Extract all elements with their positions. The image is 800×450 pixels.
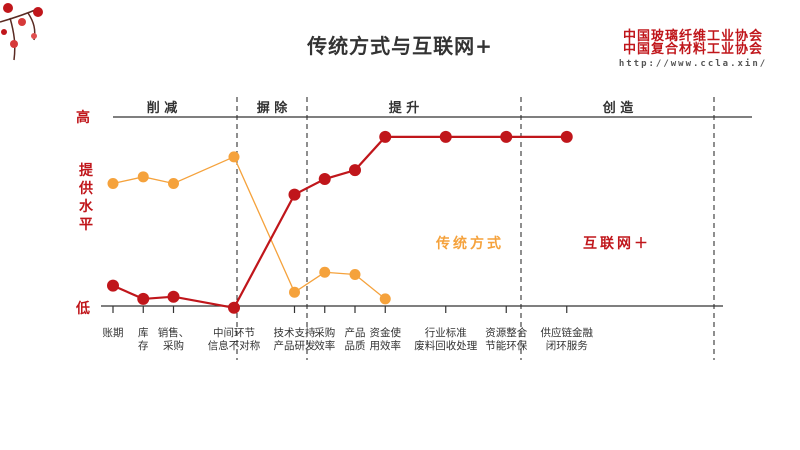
data-point	[349, 269, 361, 280]
data-point	[379, 130, 392, 143]
organization-logo: 中国玻璃纤维工业协会 中国复合材料工业协会 http://www.ccla.xi…	[598, 30, 788, 69]
phase-label: 创 造	[602, 100, 635, 116]
phase-label: 摒 除	[257, 100, 289, 116]
data-point	[289, 286, 300, 298]
y-axis-label-char: 平	[79, 217, 93, 233]
y-high-label: 高	[76, 109, 90, 126]
category-label-line: 资源整合	[485, 326, 527, 339]
data-point	[168, 177, 179, 189]
category-label: 资金使用效率	[370, 326, 402, 352]
data-point	[349, 164, 361, 177]
data-point	[288, 188, 301, 201]
category-label: 资源整合节能环保	[485, 326, 527, 352]
category-label: 库存	[138, 326, 149, 352]
y-axis-label-char: 提	[79, 163, 94, 179]
y-axis-label: 提供水平	[78, 163, 94, 233]
data-point	[379, 293, 391, 305]
category-label-line: 产品	[345, 326, 366, 339]
data-point	[167, 290, 180, 303]
category-label: 行业标准废料回收处理	[414, 326, 477, 352]
category-label-line: 废料回收处理	[414, 339, 477, 352]
y-axis-label-char: 水	[79, 198, 94, 215]
organization-name-2: 中国复合材料工业协会	[622, 42, 763, 57]
series-label-traditional: 传统方式	[435, 235, 504, 252]
category-label-line: 技术支持	[274, 326, 316, 339]
category-label-line: 存	[138, 339, 149, 352]
category-label: 中间环节信息不对称	[208, 326, 261, 352]
category-label: 产品品质	[345, 326, 366, 352]
category-label-line: 效率	[314, 339, 335, 352]
category-label-line: 供应链金融	[541, 326, 594, 339]
y-low-label: 低	[75, 300, 90, 317]
category-label: 技术支持产品研发	[274, 326, 316, 352]
category-label-line: 资金使	[370, 326, 402, 339]
category-label-line: 中间环节	[213, 326, 255, 339]
category-label-line: 节能环保	[485, 339, 527, 352]
page-title: 传统方式与互联网+	[307, 34, 493, 58]
category-label-line: 账期	[103, 327, 124, 339]
category-label-line: 产品研发	[274, 339, 316, 352]
data-point	[107, 177, 119, 189]
data-point	[228, 301, 240, 314]
data-point	[500, 130, 513, 143]
data-point	[137, 292, 150, 305]
data-point	[107, 279, 119, 292]
category-label-line: 采购	[163, 339, 184, 352]
data-point	[560, 130, 573, 143]
category-label-line: 销售、	[158, 326, 190, 339]
category-label-line: 采购	[314, 326, 335, 339]
category-label: 采购效率	[314, 326, 335, 352]
series-line	[112, 135, 567, 310]
organization-name-1: 中国玻璃纤维工业协会	[622, 29, 763, 44]
data-point	[319, 266, 331, 278]
phase-label: 削 减	[147, 100, 178, 116]
organization-url: http://www.ccla.xin/	[618, 59, 768, 69]
category-label-line: 库	[138, 326, 149, 339]
category-label: 销售、采购	[158, 326, 190, 352]
blossom-decoration-icon	[0, 3, 43, 61]
y-axis-label-char: 供	[78, 180, 93, 197]
data-point	[318, 173, 331, 186]
category-label-line: 信息不对称	[208, 339, 261, 352]
data-point	[439, 130, 452, 143]
category-label-line: 用效率	[370, 339, 402, 352]
series-label-internet: 互联网＋	[583, 236, 651, 252]
category-label-line: 品质	[345, 340, 366, 352]
category-label-line: 行业标准	[425, 326, 467, 339]
data-point	[137, 171, 149, 183]
category-label: 供应链金融闭环服务	[541, 326, 594, 352]
data-point	[228, 151, 240, 163]
category-label-line: 闭环服务	[546, 339, 588, 352]
phase-label: 提 升	[389, 100, 420, 116]
category-label: 账期	[103, 327, 124, 339]
